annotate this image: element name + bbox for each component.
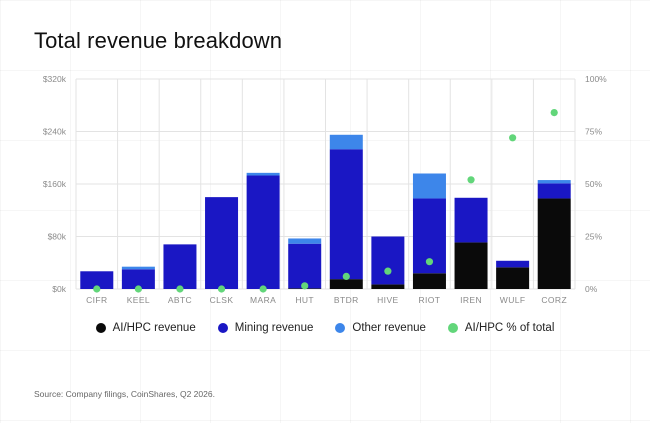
legend-label-pct: AI/HPC % of total — [464, 322, 555, 334]
pct-point — [217, 285, 226, 293]
y-right-tick-label: 100% — [585, 74, 607, 84]
bar-ai-hpc — [371, 284, 405, 289]
y-left-tick-label: $320k — [43, 74, 67, 84]
bar-other — [121, 266, 155, 270]
legend-swatch-other — [335, 323, 346, 333]
bar-other — [246, 172, 280, 176]
x-tick-label: RIOT — [419, 295, 441, 305]
y-left-tick-label: $160k — [43, 179, 67, 189]
pct-point — [467, 176, 475, 184]
bar-mining — [537, 183, 571, 199]
x-tick-label: WULF — [500, 295, 526, 305]
legend-swatch-mining — [217, 323, 228, 333]
bar-mining — [163, 244, 197, 289]
legend-label-other: Other revenue — [352, 322, 426, 334]
bar-ai-hpc — [537, 198, 571, 289]
x-tick-label: CIFR — [86, 295, 107, 305]
y-left-tick-label: $240k — [43, 127, 67, 137]
pct-point — [259, 285, 267, 293]
bar-mining — [205, 197, 239, 289]
bar-mining — [371, 236, 405, 285]
x-tick-label: HUT — [295, 295, 314, 305]
source-note: Source: Company filings, CoinShares, Q2 … — [34, 389, 215, 399]
pct-point — [384, 267, 392, 275]
y-right-tick-label: 0% — [585, 284, 598, 294]
chart-title: Total revenue breakdown — [34, 28, 283, 53]
bar-mining — [288, 243, 322, 289]
y-right-tick-label: 25% — [585, 232, 602, 242]
chart-legend: AI/HPC revenue Mining revenue Other reve… — [0, 322, 650, 334]
bar-other — [412, 173, 446, 199]
x-tick-label: CORZ — [541, 295, 567, 305]
pct-point — [342, 272, 350, 280]
y-right-tick-label: 75% — [585, 127, 602, 137]
bar-ai-hpc — [496, 267, 530, 289]
legend-item-mining: Mining revenue — [217, 322, 314, 334]
pct-point — [425, 258, 434, 266]
bar-mining — [454, 197, 488, 243]
x-tick-label: MARA — [250, 295, 276, 305]
x-tick-label: CLSK — [210, 295, 234, 305]
bar-other — [288, 238, 322, 244]
x-tick-label: IREN — [460, 295, 482, 305]
bar-mining — [329, 149, 363, 280]
legend-item-ai-hpc: AI/HPC revenue — [95, 322, 196, 334]
bar-ai-hpc — [412, 273, 446, 289]
legend-swatch-pct — [447, 323, 458, 333]
bar-mining — [121, 269, 155, 289]
bar-mining — [246, 175, 280, 289]
legend-item-other: Other revenue — [335, 322, 426, 334]
y-right-tick-label: 50% — [585, 179, 602, 189]
pct-point — [134, 285, 142, 293]
x-tick-label: HIVE — [377, 295, 398, 305]
bar-ai-hpc — [329, 279, 363, 289]
bar-other — [329, 134, 363, 150]
bar-mining — [496, 260, 530, 268]
x-tick-label: KEEL — [127, 295, 150, 305]
pct-point — [509, 134, 517, 142]
bar-mining — [80, 271, 114, 289]
legend-swatch-ai-hpc — [95, 323, 106, 333]
bar-ai-hpc — [454, 242, 488, 289]
legend-item-pct: AI/HPC % of total — [447, 322, 555, 334]
pct-point — [550, 109, 558, 117]
pct-point — [301, 282, 309, 290]
pct-point — [176, 285, 184, 293]
y-left-tick-label: $80k — [48, 232, 67, 242]
x-tick-label: BTDR — [334, 295, 359, 305]
legend-label-ai-hpc: AI/HPC revenue — [112, 322, 196, 334]
legend-label-mining: Mining revenue — [234, 322, 314, 334]
x-tick-label: ABTC — [168, 295, 192, 305]
bar-other — [537, 180, 571, 184]
y-left-tick-label: $0k — [52, 284, 66, 294]
pct-point — [93, 285, 101, 293]
